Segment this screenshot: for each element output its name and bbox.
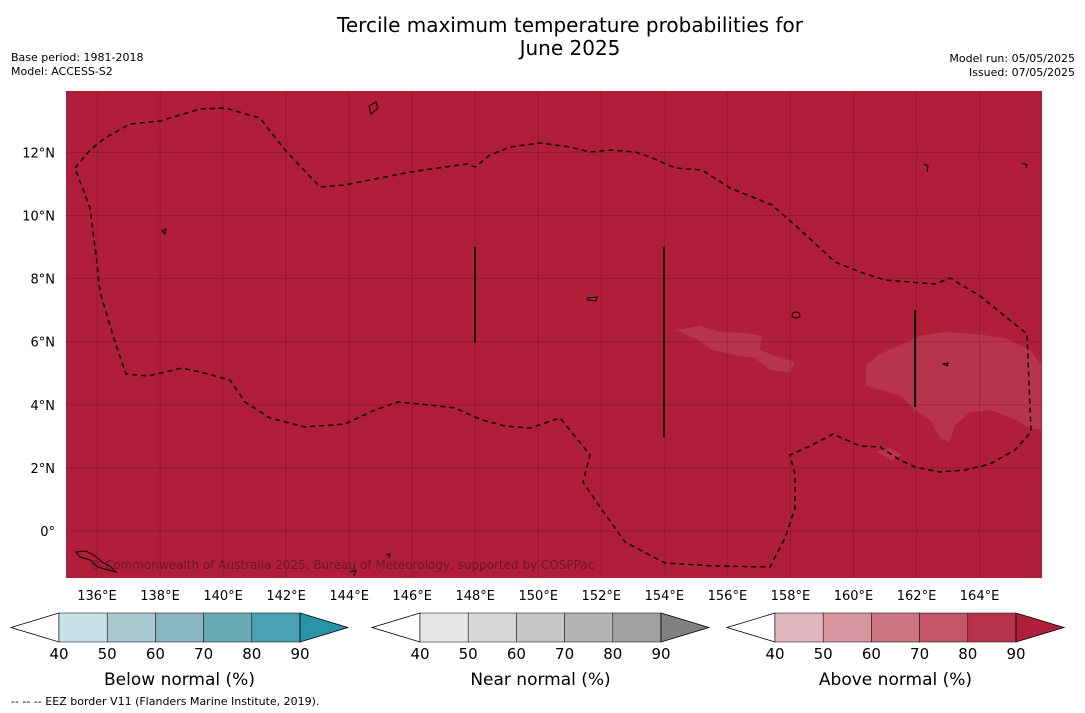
colorbar-tick-label: 70 [555, 645, 574, 663]
latitude-labels: 12°N 10°N 8°N 6°N 4°N 2°N 0° [22, 146, 55, 540]
colorbar-title: Above normal (%) [819, 670, 972, 690]
model-run-text: Model run: 05/05/2025 [949, 52, 1075, 65]
colorbar-segment [106, 612, 156, 643]
colorbar-segment [822, 612, 872, 643]
colorbar-tick-label: 90 [1006, 645, 1025, 663]
chart-title: Tercile maximum temperature probabilitie… [0, 14, 1085, 60]
colorbar-segment [564, 612, 614, 643]
colorbar-tick-label: 70 [910, 645, 929, 663]
title-line-1: Tercile maximum temperature probabilitie… [337, 13, 803, 37]
colorbar-tick-label: 50 [459, 645, 478, 663]
colorbar-tick-label: 60 [146, 645, 165, 663]
colorbar-tick-label: 90 [651, 645, 670, 663]
longitude-tick-label: 140°E [203, 589, 243, 604]
colorbar-title: Below normal (%) [104, 670, 255, 690]
eez-border [74, 107, 1032, 568]
colorbar-segment [419, 612, 469, 643]
longitude-tick-label: 138°E [140, 589, 180, 604]
colorbar-min-extend [725, 612, 776, 643]
meta-left: Base period: 1981-2018 Model: ACCESS-S2 [11, 51, 143, 79]
colorbar-tick-label: 40 [410, 645, 429, 663]
colorbar-segment [467, 612, 517, 643]
graticule [66, 91, 1042, 578]
colorbar-segment [251, 612, 301, 643]
longitude-tick-label: 142°E [266, 589, 306, 604]
colorbar-tick-label: 60 [862, 645, 881, 663]
colorbar-segment [967, 612, 1017, 643]
longitude-tick-label: 158°E [771, 589, 811, 604]
meta-right: Model run: 05/05/2025 Issued: 07/05/2025 [949, 52, 1075, 80]
copyright-notice: © Commonwealth of Australia 2025, Bureau… [89, 558, 595, 572]
colorbar-max-extend [299, 612, 350, 643]
colorbar-max-extend [660, 612, 711, 643]
colorbar-tick-label: 80 [242, 645, 261, 663]
longitude-labels: 136°E 138°E 140°E 142°E 144°E 146°E 148°E 150°E… [77, 589, 999, 604]
colorbar: 40 50 60 70 80 90 Near normal (%) [370, 612, 711, 690]
colorbar-segment [155, 612, 204, 643]
colorbar-segment [871, 612, 920, 643]
land-outlines [75, 101, 1028, 577]
colorbar-min-extend [9, 612, 60, 643]
colorbar-segment [203, 612, 253, 643]
colorbar-tick-label: 50 [814, 645, 833, 663]
latitude-tick-label: 10°N [22, 210, 55, 225]
colorbar-tick-label: 80 [603, 645, 622, 663]
base-period-text: Base period: 1981-2018 [11, 51, 144, 64]
latitude-tick-label: 8°N [31, 273, 56, 288]
longitude-tick-label: 152°E [582, 589, 622, 604]
longitude-tick-label: 148°E [455, 589, 495, 604]
colorbar: 40 50 60 70 80 90 Above normal (%) [725, 612, 1066, 690]
title-line-2: June 2025 [519, 36, 621, 60]
colorbar-tick-label: 90 [290, 645, 309, 663]
colorbar-tick-label: 40 [765, 645, 784, 663]
longitude-tick-label: 156°E [708, 589, 748, 604]
colorbar-segment [612, 612, 662, 643]
colorbar-min-extend [370, 612, 421, 643]
sample-lines [474, 247, 916, 437]
longitude-tick-label: 160°E [834, 589, 874, 604]
longitude-tick-label: 150°E [519, 589, 559, 604]
colorbar-tick-label: 60 [507, 645, 526, 663]
latitude-tick-label: 2°N [31, 462, 56, 477]
map-background [66, 91, 1042, 578]
longitude-tick-label: 164°E [960, 589, 1000, 604]
colorbar-tick-label: 40 [49, 645, 68, 663]
colorbar-tick-label: 50 [98, 645, 117, 663]
eez-footnote: -- -- -- EEZ border V11 (Flanders Marine… [11, 695, 320, 708]
latitude-tick-label: 12°N [22, 146, 55, 161]
longitude-tick-label: 146°E [392, 589, 432, 604]
colorbar-segment [774, 612, 824, 643]
colorbar-title: Near normal (%) [470, 670, 610, 690]
longitude-tick-label: 154°E [645, 589, 685, 604]
latitude-tick-label: 4°N [31, 399, 56, 414]
longitude-tick-label: 162°E [897, 589, 937, 604]
colorbar-segment [919, 612, 969, 643]
colorbar: 40 50 60 70 80 90 Below normal (%) [9, 612, 350, 690]
longitude-tick-label: 136°E [77, 589, 117, 604]
colorbar-max-extend [1015, 612, 1066, 643]
issued-text: Issued: 07/05/2025 [968, 66, 1075, 79]
latitude-tick-label: 6°N [31, 336, 56, 351]
colorbar-tick-label: 80 [958, 645, 977, 663]
longitude-tick-label: 144°E [329, 589, 369, 604]
colorbar-segment [516, 612, 565, 643]
colorbar-tick-label: 70 [194, 645, 213, 663]
model-text: Model: ACCESS-S2 [11, 65, 113, 78]
colorbar-segment [58, 612, 108, 643]
latitude-tick-label: 0° [40, 525, 55, 540]
